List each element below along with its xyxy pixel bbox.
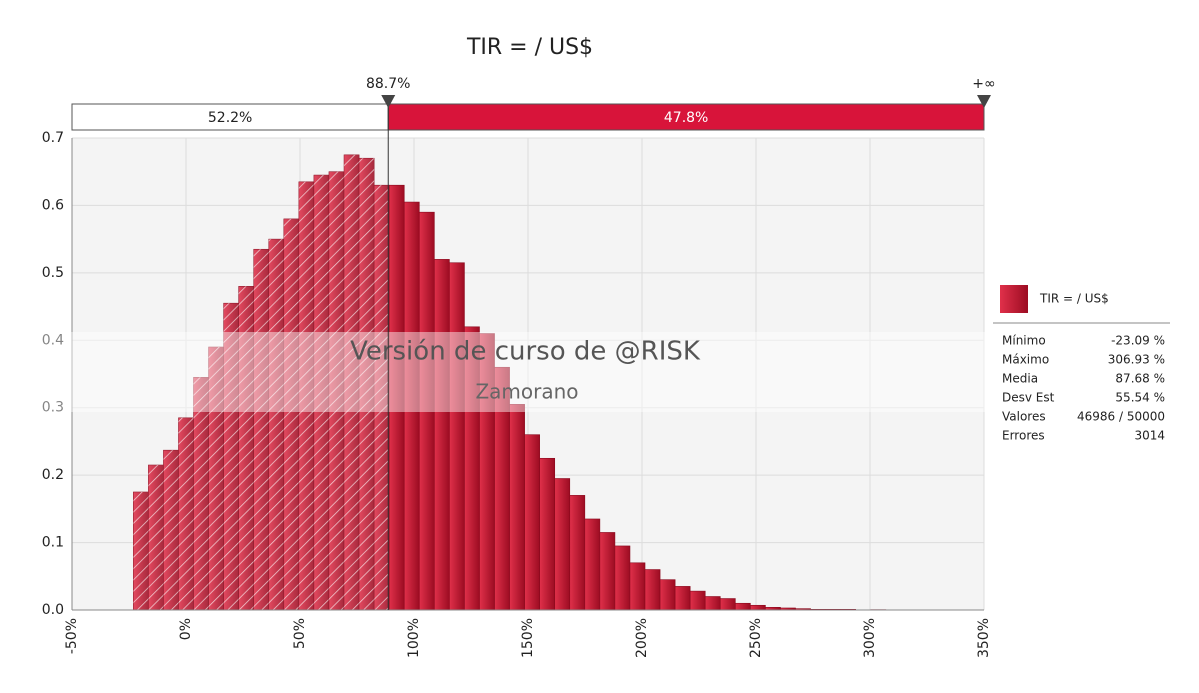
delimiter-handle <box>381 95 396 108</box>
stat-label: Valores <box>1002 410 1046 424</box>
stat-value: 87.68 % <box>1115 372 1165 386</box>
stat-value: 306.93 % <box>1108 353 1165 367</box>
right-limit-label: +∞ <box>972 76 995 92</box>
watermark: Versión de curso de @RISK <box>350 337 701 367</box>
y-tick-label: 0.3 <box>42 400 64 416</box>
chart-title: TIR = / US$ <box>466 35 593 60</box>
bar <box>750 604 766 611</box>
bar <box>644 569 661 611</box>
y-tick-label: 0.1 <box>42 535 64 551</box>
stat-value: 3014 <box>1134 429 1165 443</box>
x-tick-label: 200% <box>634 618 650 658</box>
delimiter-left <box>71 103 389 131</box>
hatch-overlay <box>238 286 254 610</box>
bar <box>554 478 571 611</box>
stat-value: 55.54 % <box>1115 391 1165 405</box>
y-tick-label: 0.0 <box>42 602 64 618</box>
hatch-overlay <box>163 450 179 610</box>
x-tick-label: 50% <box>292 618 308 649</box>
stat-value: -23.09 % <box>1111 334 1165 348</box>
bar <box>434 259 450 611</box>
bar <box>689 590 706 611</box>
hatch-overlay <box>328 171 345 610</box>
y-tick-label: 0.4 <box>42 332 64 348</box>
cutoff-label: 88.7% <box>366 76 410 92</box>
delimiter-handle <box>977 95 991 108</box>
stat-label: Máximo <box>1002 353 1049 367</box>
watermark: Zamorano <box>475 380 578 404</box>
hatch-overlay <box>148 465 164 610</box>
hatch-overlay <box>344 154 360 610</box>
x-tick-label: 100% <box>406 618 422 658</box>
bar <box>524 434 540 611</box>
bar <box>629 562 646 611</box>
hatch-overlay <box>268 239 284 610</box>
y-tick-label: 0.2 <box>42 467 64 483</box>
hatch-overlay <box>178 417 194 610</box>
hatch-overlay <box>253 249 269 610</box>
legend-entry: TIR = / US$ <box>1039 292 1109 306</box>
hatch-overlay <box>374 185 389 610</box>
y-tick-label: 0.5 <box>42 265 64 281</box>
hatch-overlay <box>359 158 375 610</box>
bar <box>539 457 556 611</box>
bar <box>509 404 525 611</box>
x-tick-label: 300% <box>862 618 878 658</box>
hatch-overlay <box>133 492 149 610</box>
bar <box>735 602 751 611</box>
delimiter-left-share: 52.2% <box>208 110 252 126</box>
delimiter-right-share: 47.8% <box>664 110 708 126</box>
hatch-overlay <box>283 218 299 610</box>
hatch-overlay <box>298 181 314 611</box>
bar <box>449 262 465 611</box>
hatch-overlay <box>313 175 329 611</box>
stat-label: Errores <box>1002 429 1045 443</box>
stat-value: 46986 / 50000 <box>1077 410 1165 424</box>
x-tick-label: -50% <box>64 618 80 654</box>
x-tick-label: 0% <box>178 618 194 640</box>
bar <box>719 598 736 611</box>
hatch-overlay <box>193 377 209 610</box>
bar <box>674 586 691 611</box>
bar <box>704 596 721 611</box>
watermark-band <box>40 332 1000 412</box>
bar <box>614 545 631 611</box>
y-tick-label: 0.7 <box>42 130 64 146</box>
hatch-overlay <box>208 347 224 610</box>
stat-label: Mínimo <box>1002 334 1046 348</box>
legend-swatch <box>1000 285 1028 313</box>
bar <box>599 532 616 611</box>
x-tick-label: 250% <box>748 618 764 658</box>
bar <box>584 518 601 611</box>
stat-label: Desv Est <box>1002 391 1055 405</box>
x-tick-label: 350% <box>976 618 992 658</box>
stat-label: Media <box>1002 372 1038 386</box>
hatch-overlay <box>223 303 239 610</box>
x-tick-label: 150% <box>520 618 536 658</box>
y-tick-label: 0.6 <box>42 197 64 213</box>
bar <box>659 579 676 611</box>
bar <box>569 495 586 611</box>
